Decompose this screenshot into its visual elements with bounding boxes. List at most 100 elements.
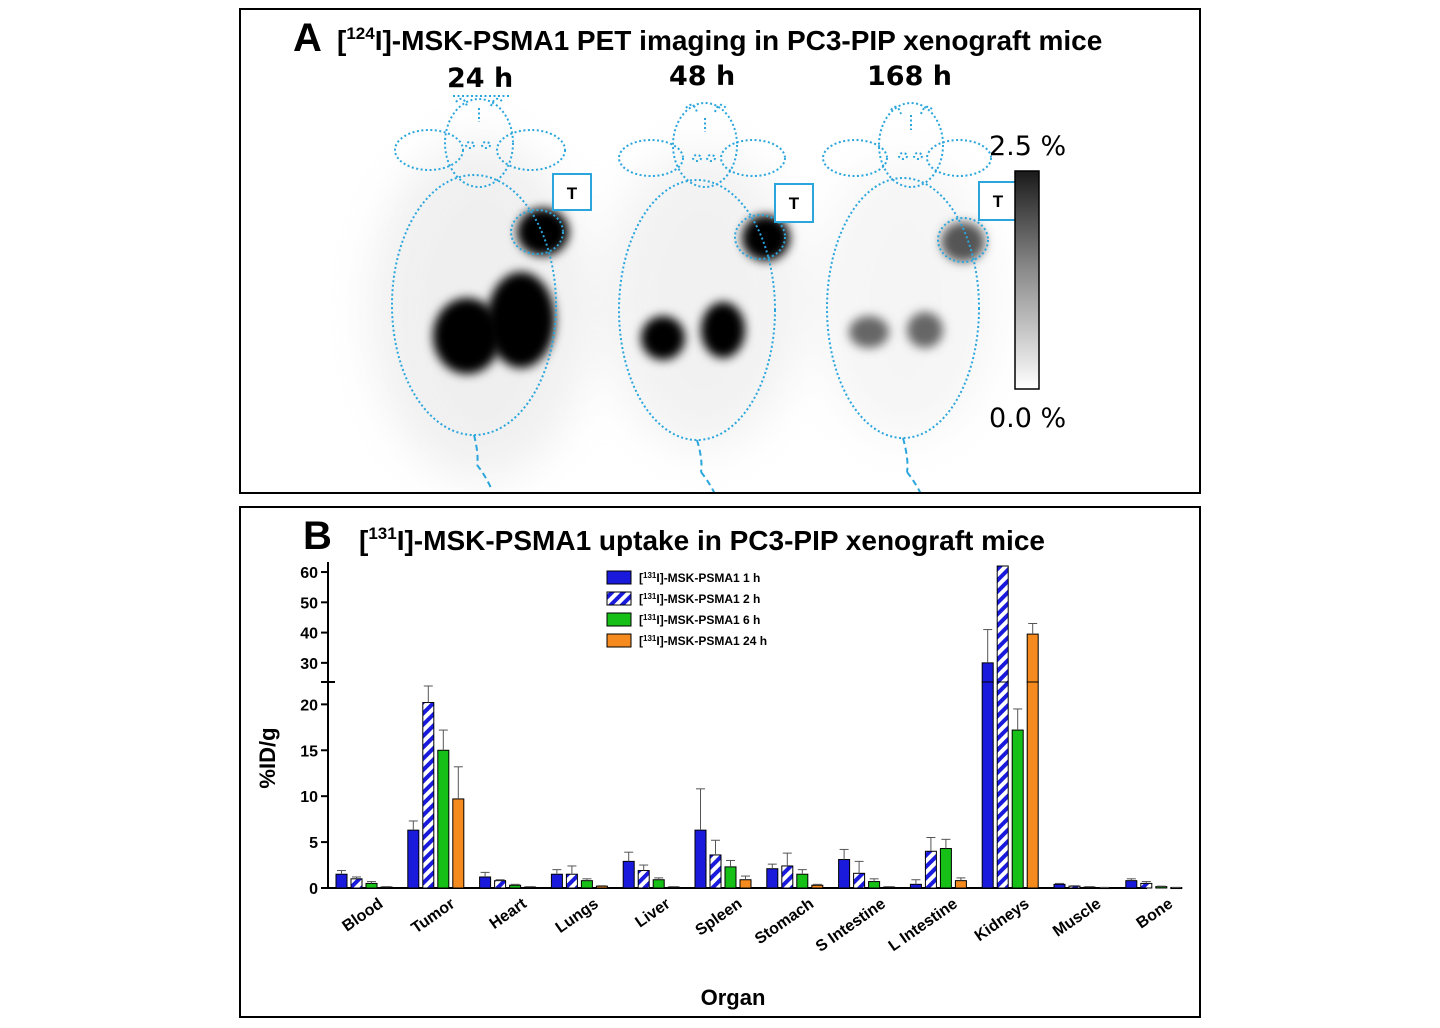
y-tick-label: 10 (300, 789, 318, 806)
bar (924, 850, 937, 889)
bar (1125, 880, 1138, 889)
timepoint-label-168h: 168 h (867, 61, 952, 92)
legend-swatch (606, 570, 632, 585)
panel-b-letter: B (303, 514, 332, 558)
bar (996, 681, 1009, 889)
scan-168h (849, 222, 985, 348)
bar (422, 702, 435, 889)
y-tick-label: 50 (300, 595, 318, 612)
bar (580, 880, 593, 889)
bar (796, 873, 809, 889)
panel-a-title: [124I]-MSK-PSMA1 PET imaging in PC3-PIP … (337, 24, 1103, 56)
x-tick-label: Stomach (752, 895, 817, 948)
scale-min-label: 0.0 % (989, 403, 1067, 434)
x-tick-label: Blood (339, 895, 386, 935)
y-tick-label: 60 (300, 565, 318, 582)
tumor-marker-24h: T (552, 173, 592, 211)
scale-max-label: 2.5 % (989, 131, 1067, 162)
tumor-uptake-24h (517, 208, 569, 256)
x-tick-label: L Intestine (886, 895, 961, 955)
x-axis-label: Organ (701, 985, 766, 1010)
bar (739, 879, 752, 889)
bar (1026, 633, 1039, 683)
legend-label: [131I]-MSK-PSMA1 2 h (639, 592, 760, 606)
x-tick-label: Lungs (553, 895, 602, 937)
bar (781, 865, 794, 889)
bar (595, 885, 608, 889)
legend-label: [131I]-MSK-PSMA1 1 h (639, 571, 760, 585)
kidney-left-48h (641, 316, 685, 360)
bar (1011, 729, 1024, 889)
bar (838, 859, 851, 889)
kidney-right-168h (907, 312, 943, 348)
bar-chart: 0 5 10 15 20 30 40 50 60 %ID/g Organ Blood Tumor Hear… (255, 562, 1183, 1010)
bar (1083, 886, 1096, 889)
svg-text:T: T (993, 192, 1004, 211)
tumor-marker-168h: T (978, 181, 1018, 221)
bar (954, 880, 967, 889)
x-tick-label: Kidneys (972, 895, 1033, 945)
panel-a-pet-imaging: A [124I]-MSK-PSMA1 PET imaging in PC3-PI… (239, 8, 1201, 494)
bar (365, 882, 378, 889)
scan-24h (433, 208, 569, 374)
bar (565, 873, 578, 889)
panel-b-title: [131I]-MSK-PSMA1 uptake in PC3-PIP xenog… (359, 524, 1045, 556)
bar (622, 860, 635, 889)
bar (652, 879, 665, 889)
bar (479, 876, 492, 889)
legend-label: [131I]-MSK-PSMA1 24 h (639, 634, 767, 648)
bar (407, 829, 420, 889)
bar (437, 749, 450, 889)
bar (766, 868, 779, 889)
bar (709, 854, 722, 889)
kidney-left-24h (433, 298, 501, 374)
y-axis-label: %ID/g (255, 727, 280, 788)
svg-text:T: T (567, 184, 578, 203)
bar (350, 878, 363, 889)
timepoint-label-48h: 48 h (669, 61, 736, 92)
panel-a-letter: A (293, 16, 322, 60)
bar (380, 886, 393, 889)
y-tick-label: 5 (309, 835, 318, 852)
bar (853, 872, 866, 889)
bar (335, 873, 348, 889)
timepoint-label-24h: 24 h (447, 63, 514, 94)
mouse-outline-168h (822, 102, 992, 492)
bar (909, 883, 922, 889)
tumor-uptake-168h (941, 222, 985, 262)
legend-label: [131I]-MSK-PSMA1 6 h (639, 613, 760, 627)
bar (811, 884, 824, 889)
bar (724, 866, 737, 889)
mouse-outline-48h (618, 102, 786, 492)
intensity-scale-bar (1014, 170, 1040, 390)
y-tick-label: 20 (300, 697, 318, 714)
bar (939, 848, 952, 889)
bar (981, 662, 994, 683)
bar (1026, 681, 1039, 889)
bar (452, 798, 465, 889)
mouse-outline-24h (391, 95, 566, 489)
tumor-uptake-48h (742, 215, 790, 261)
legend-swatch (606, 591, 632, 606)
bar (883, 886, 896, 889)
y-tick-label: 0 (309, 881, 318, 898)
x-tick-label: Muscle (1050, 895, 1104, 940)
bar (868, 881, 881, 889)
x-tick-label: Bone (1134, 895, 1177, 932)
bar (494, 880, 507, 889)
bar (524, 886, 537, 889)
x-tick-label: Heart (487, 895, 531, 933)
legend-swatch (606, 633, 632, 648)
x-tick-label: Liver (632, 895, 673, 931)
bar (509, 884, 522, 889)
y-tick-label: 15 (300, 743, 318, 760)
bar (996, 565, 1009, 683)
bar (981, 681, 994, 889)
tumor-marker-48h: T (774, 183, 814, 223)
x-tick-label: Tumor (409, 895, 459, 937)
bar (1140, 882, 1153, 889)
y-tick-label: 40 (300, 626, 318, 643)
panel-b-biodistribution: B [131I]-MSK-PSMA1 uptake in PC3-PIP xen… (239, 506, 1201, 1018)
bar (550, 873, 563, 889)
x-tick-label: Spleen (693, 895, 746, 939)
